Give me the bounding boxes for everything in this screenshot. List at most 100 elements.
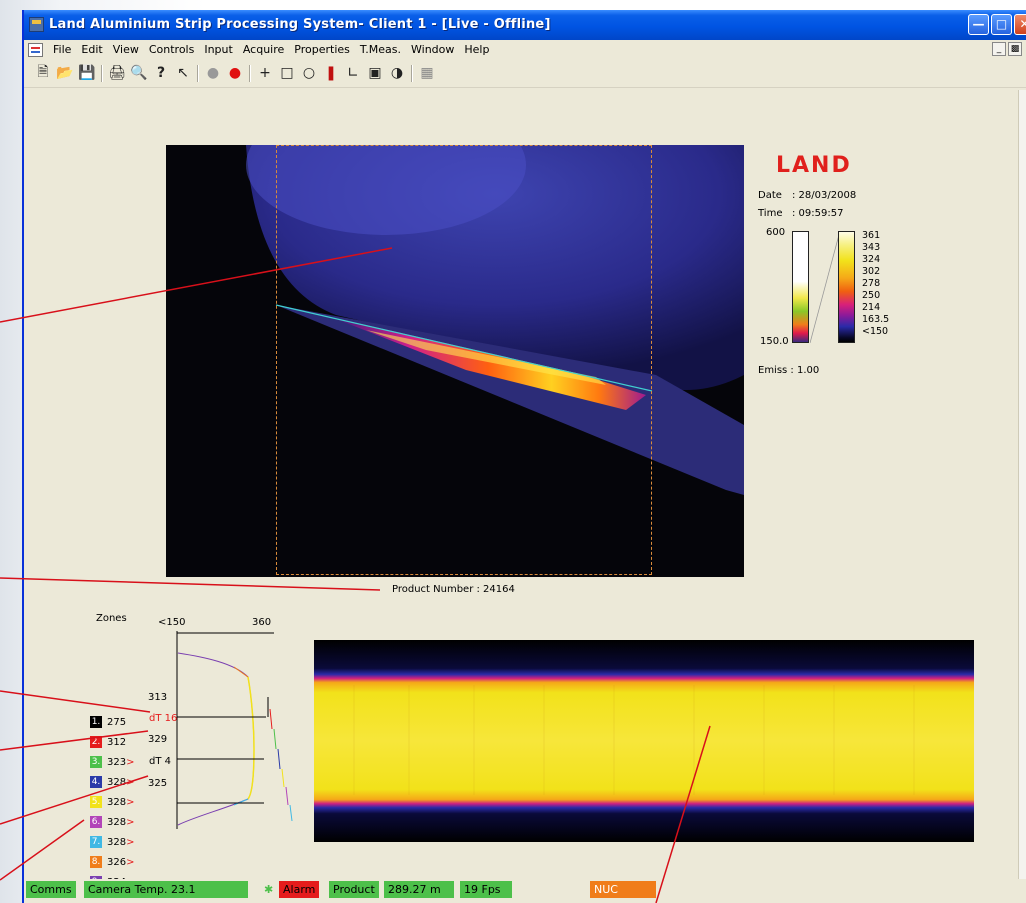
status-product: Product bbox=[329, 881, 379, 898]
client-area: LAND Date : 28/03/2008 Time : 09:59:57 6… bbox=[24, 89, 1026, 899]
zone-row[interactable]: 1. 275 bbox=[90, 715, 126, 729]
status-alarm: Alarm bbox=[279, 881, 320, 898]
zone-number-badge: 2. bbox=[90, 736, 102, 748]
dt-top: dT 16 bbox=[149, 713, 178, 724]
zone-row[interactable]: 3. 323 > bbox=[90, 755, 134, 769]
time-value: : 09:59:57 bbox=[792, 208, 844, 219]
date-value: : 28/03/2008 bbox=[792, 190, 857, 201]
zone-arrow: > bbox=[126, 776, 135, 788]
crosshair-icon[interactable]: + bbox=[259, 65, 271, 81]
zone-value: 328 bbox=[107, 816, 127, 828]
zone-row[interactable]: 4. 328 > bbox=[90, 775, 134, 789]
chart-icon[interactable]: ∟ bbox=[347, 65, 359, 81]
save-icon[interactable]: 💾 bbox=[78, 65, 96, 81]
menu-tmeas[interactable]: T.Meas. bbox=[359, 43, 402, 56]
axis-max: 360 bbox=[252, 617, 272, 628]
zone-number-badge: 1. bbox=[90, 716, 102, 728]
help-icon[interactable]: ? bbox=[156, 65, 166, 81]
line-icon[interactable]: ❚ bbox=[325, 65, 337, 81]
marker-329: 329 bbox=[148, 734, 168, 745]
time-label: Time bbox=[758, 208, 783, 219]
context-help-icon[interactable]: ↖ bbox=[177, 65, 189, 81]
range-max: 600 bbox=[766, 227, 786, 238]
title-bar[interactable]: Land Aluminium Strip Processing System- … bbox=[24, 10, 1026, 40]
print-preview-icon[interactable]: 🔍 bbox=[130, 65, 148, 81]
zone-arrow: > bbox=[126, 796, 135, 808]
rectangle-icon[interactable]: □ bbox=[280, 65, 294, 81]
menu-controls[interactable]: Controls bbox=[148, 43, 195, 56]
zone-value: 328 bbox=[107, 836, 127, 848]
palette-bar[interactable] bbox=[838, 231, 855, 343]
zone-number-badge: 6. bbox=[90, 816, 102, 828]
menu-edit[interactable]: Edit bbox=[81, 43, 103, 56]
maximize-button[interactable]: □ bbox=[991, 14, 1012, 35]
roi-rectangle[interactable] bbox=[276, 145, 652, 575]
zone-arrow: > bbox=[126, 856, 135, 868]
open-icon[interactable]: 📂 bbox=[56, 65, 74, 81]
zone-value: 323 bbox=[107, 756, 127, 768]
vertical-scrollbar[interactable] bbox=[1018, 90, 1026, 880]
app-icon[interactable] bbox=[29, 17, 44, 32]
axis-min: <150 bbox=[158, 617, 186, 628]
new-icon[interactable]: 🗎 bbox=[37, 64, 49, 80]
menu-bar: File Edit View Controls Input Acquire Pr… bbox=[24, 40, 1026, 60]
contrast-icon[interactable]: ◑ bbox=[390, 65, 404, 81]
menu-file[interactable]: File bbox=[53, 43, 72, 56]
status-camera-temp: Camera Temp. 23.1 bbox=[84, 881, 248, 898]
date-label: Date bbox=[758, 190, 782, 201]
palette-icon[interactable]: ▣ bbox=[368, 65, 382, 81]
circle-icon[interactable]: ○ bbox=[302, 65, 316, 81]
range-min: 150.0 bbox=[760, 336, 789, 347]
document-icon[interactable] bbox=[28, 43, 43, 57]
zone-arrow: > bbox=[126, 836, 135, 848]
zone-value: 328 bbox=[107, 796, 127, 808]
zone-value: 328 bbox=[107, 776, 127, 788]
status-bar: Comms Camera Temp. 23.1 ✱ Alarm Product … bbox=[24, 879, 1026, 899]
zone-number-badge: 8. bbox=[90, 856, 102, 868]
marker-313: 313 bbox=[148, 692, 168, 703]
window-title: Land Aluminium Strip Processing System- … bbox=[49, 17, 551, 32]
marker-325: 325 bbox=[148, 778, 168, 789]
menu-help[interactable]: Help bbox=[464, 43, 490, 56]
zone-row[interactable]: 7. 328 > bbox=[90, 835, 134, 849]
status-nuc: NUC bbox=[590, 881, 656, 898]
menu-input[interactable]: Input bbox=[204, 43, 233, 56]
land-logo: LAND bbox=[776, 153, 852, 178]
strip-linescan-image[interactable] bbox=[314, 640, 974, 842]
zone-row[interactable]: 6. 328 > bbox=[90, 815, 134, 829]
zone-value: 312 bbox=[107, 736, 127, 748]
zones-title: Zones bbox=[96, 613, 127, 624]
close-button[interactable]: ✕ bbox=[1014, 14, 1026, 35]
status-distance: 289.27 m bbox=[384, 881, 454, 898]
record-icon[interactable]: ● bbox=[228, 65, 242, 81]
zone-number-badge: 7. bbox=[90, 836, 102, 848]
zone-number-badge: 5. bbox=[90, 796, 102, 808]
application-window: Land Aluminium Strip Processing System- … bbox=[22, 10, 1026, 903]
status-comms: Comms bbox=[26, 881, 76, 898]
zone-arrow: > bbox=[126, 756, 135, 768]
frame-icon[interactable]: ▦ bbox=[420, 65, 434, 81]
minimize-button[interactable]: — bbox=[968, 14, 989, 35]
status-fps: 19 Fps bbox=[460, 881, 512, 898]
mdi-restore-icon[interactable]: ▩ bbox=[1008, 42, 1022, 56]
zone-row[interactable]: 2. 312 bbox=[90, 735, 126, 749]
zone-value: 326 bbox=[107, 856, 127, 868]
thermal-image[interactable] bbox=[166, 145, 744, 577]
stop-icon[interactable]: ● bbox=[206, 65, 220, 81]
profile-plot bbox=[176, 631, 293, 829]
dt-bottom: dT 4 bbox=[149, 756, 171, 767]
zone-arrow: > bbox=[126, 816, 135, 828]
zone-row[interactable]: 8. 326 > bbox=[90, 855, 134, 869]
print-icon[interactable]: 🖨 bbox=[108, 65, 126, 81]
menu-acquire[interactable]: Acquire bbox=[242, 43, 285, 56]
zone-number-badge: 3. bbox=[90, 756, 102, 768]
status-led-icon: ✱ bbox=[264, 883, 274, 896]
mdi-minimize-icon[interactable]: _ bbox=[992, 42, 1006, 56]
range-scale-bar[interactable] bbox=[792, 231, 809, 343]
zone-number-badge: 4. bbox=[90, 776, 102, 788]
menu-view[interactable]: View bbox=[112, 43, 139, 56]
zone-row[interactable]: 5. 328 > bbox=[90, 795, 134, 809]
toolbar: 🗎 📂 💾 🖨 🔍 ? ↖ ● ● + □ ○ ❚ ∟ ▣ ◑ ▦ bbox=[24, 60, 1026, 88]
menu-window[interactable]: Window bbox=[411, 43, 455, 56]
menu-properties[interactable]: Properties bbox=[294, 43, 350, 56]
